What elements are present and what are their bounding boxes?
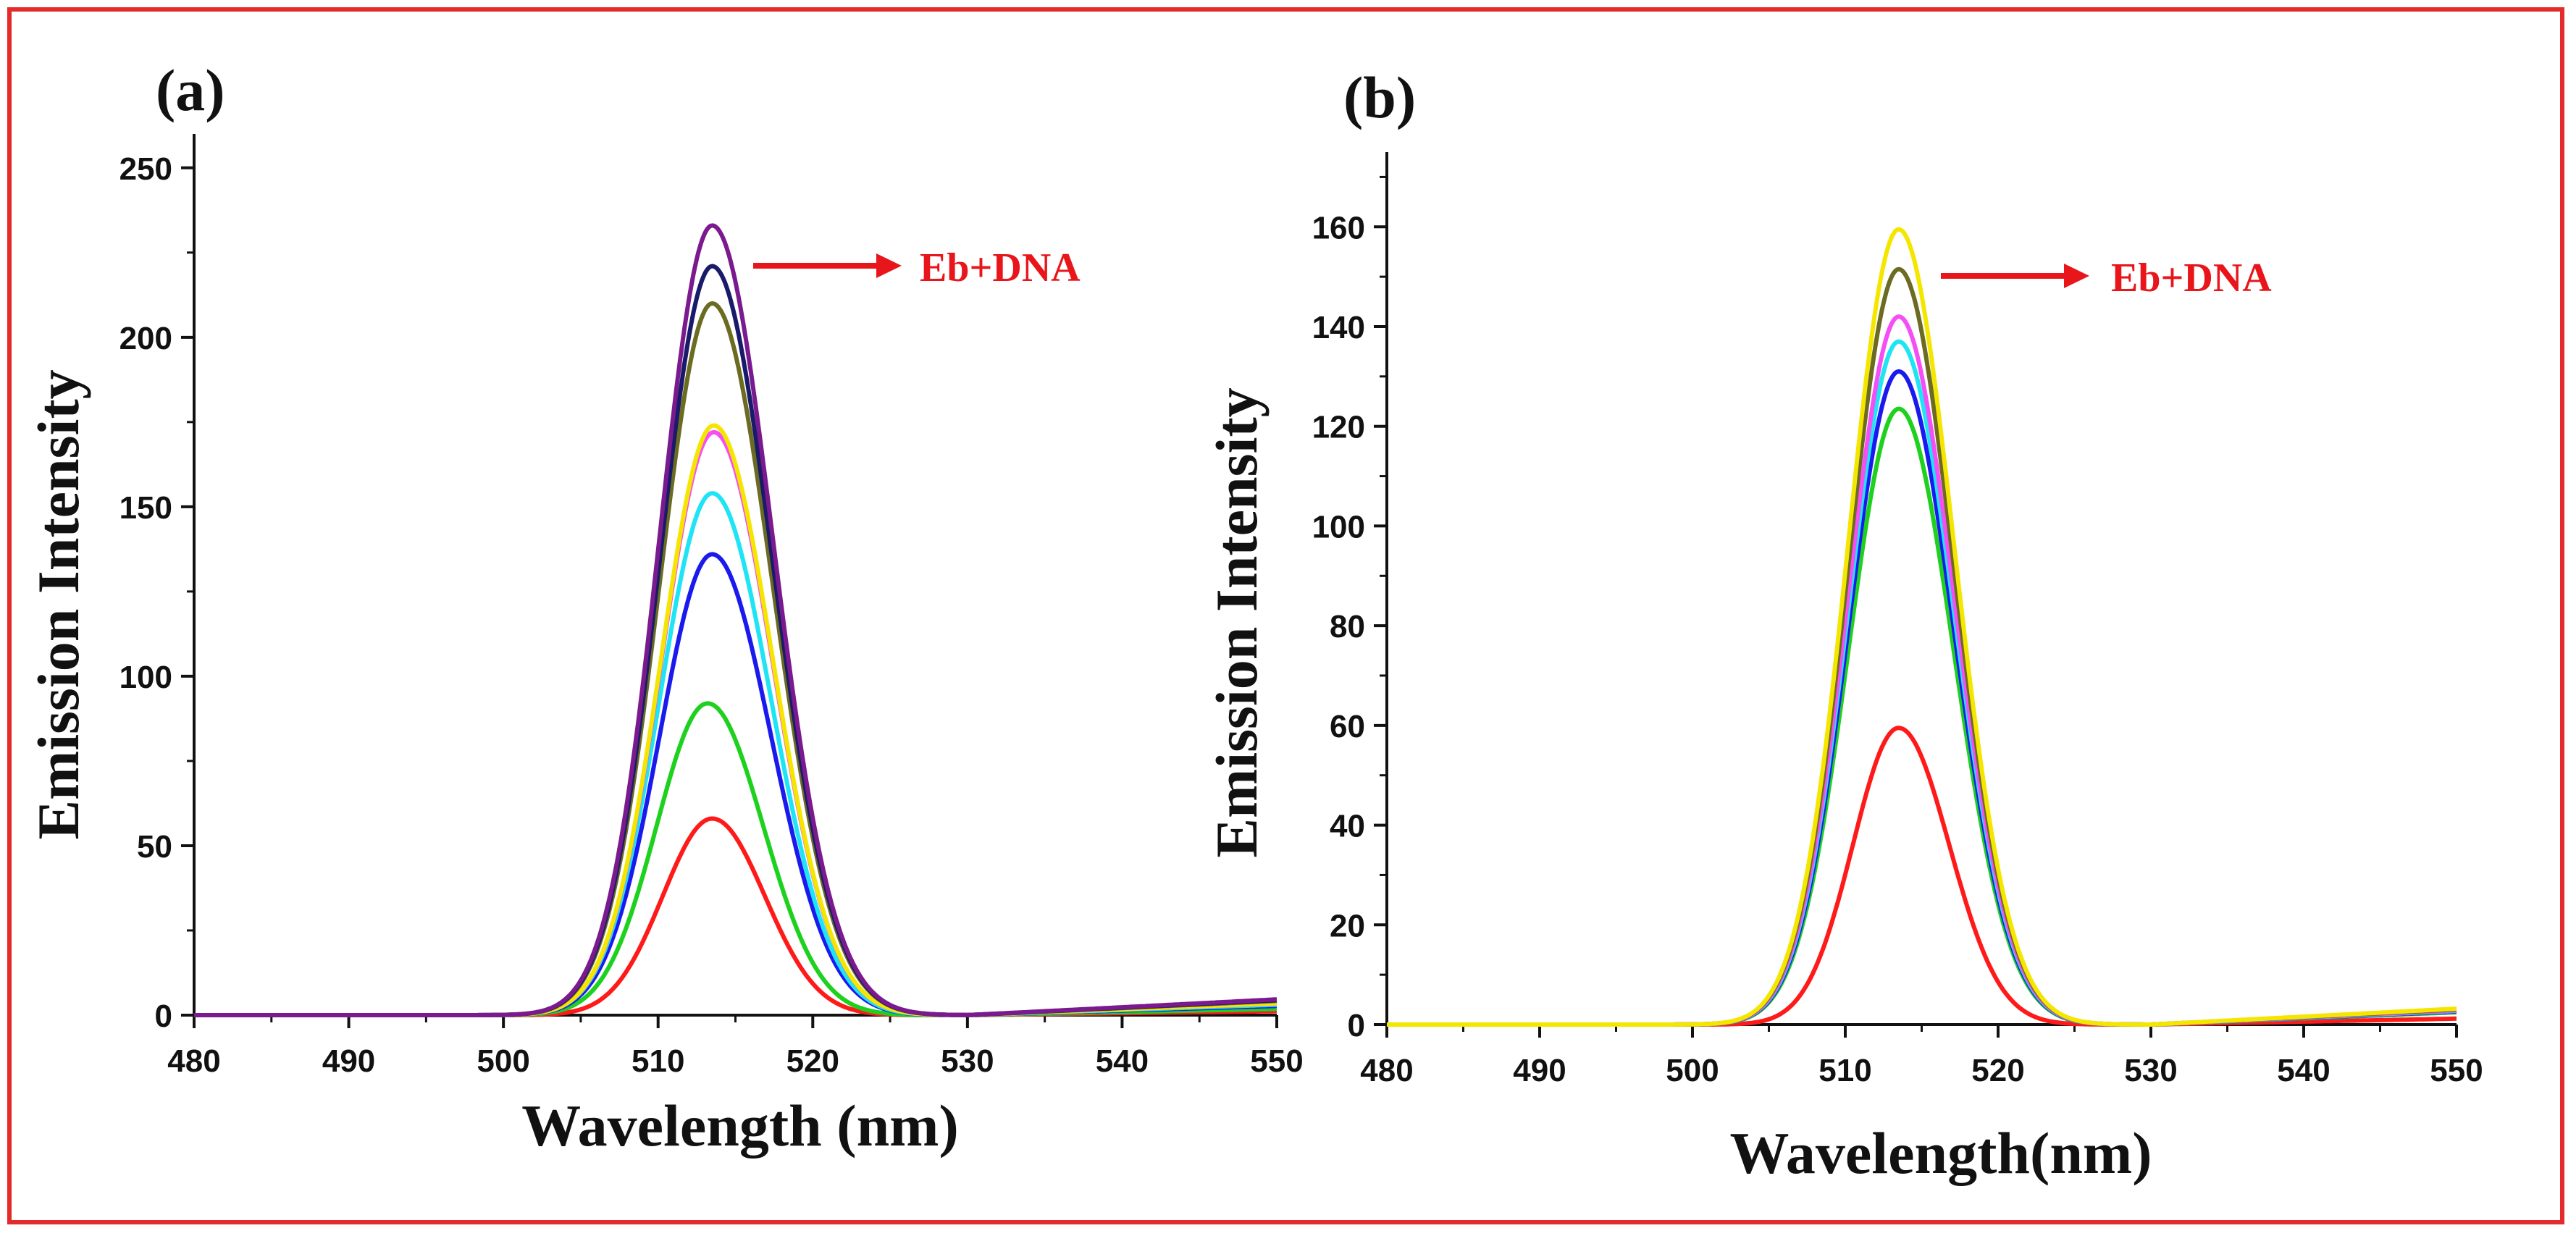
panel-b-y-tick-label: 40 (1330, 809, 1365, 844)
panel-a-y-tick-label: 200 (119, 321, 172, 356)
panel-b-series-yellow (1386, 227, 2457, 1027)
panel-b-y-tick-label: 20 (1330, 908, 1365, 943)
panel-b-x-tick-label: 480 (1360, 1053, 1413, 1088)
panel-b-series-red (1386, 726, 2457, 1027)
panel-a-series-olive (193, 301, 1277, 1017)
panel-b-series-green (1386, 406, 2457, 1027)
panel-b-y-tick-label: 0 (1348, 1008, 1365, 1043)
panel-a-series-red (193, 816, 1277, 1017)
panel-a-annotation-text: Eb+DNA (920, 245, 1081, 290)
panel-a-annotation-arrow-head (876, 253, 902, 278)
panel-a-y-tick-label: 50 (137, 829, 172, 865)
panel-b-x-tick-label: 520 (1971, 1053, 2024, 1088)
panel-b-x-tick-label: 550 (2430, 1053, 2483, 1088)
panel-b-y-tick-label: 120 (1312, 410, 1365, 445)
panel-a-series-purple (193, 223, 1277, 1017)
panel-a-y-tick-label: 150 (119, 490, 172, 526)
panel-b-x-tick-label: 510 (1818, 1053, 1871, 1088)
panel-a-series-green (193, 701, 1277, 1017)
panel-b-annotation: Eb+DNA (1941, 256, 2272, 300)
panel-a-annotation: Eb+DNA (753, 245, 1081, 290)
panel-b-y-tick-label: 100 (1312, 509, 1365, 545)
panel-b-x-tick-label: 540 (2277, 1053, 2330, 1088)
panel-a-x-tick-label: 510 (632, 1043, 684, 1079)
panel-b-label: (b) (1343, 64, 1416, 130)
figure-frame (7, 7, 2564, 1224)
panel-b-annotation-text: Eb+DNA (2111, 256, 2272, 300)
panel-a-x-axis-title: Wavelength (nm) (521, 1093, 959, 1159)
panel-b-y-tick-label: 140 (1312, 310, 1365, 345)
panel-a-y-tick-label: 100 (119, 660, 172, 695)
panel-b-y-tick-label: 80 (1330, 609, 1365, 644)
panel-b-x-tick-label: 490 (1513, 1053, 1566, 1088)
panel-a-series-yellow (193, 423, 1277, 1017)
panel-a-series-blue (193, 552, 1277, 1017)
panel-b-y-tick-label: 60 (1330, 709, 1365, 744)
panel-b-x-tick-label: 500 (1666, 1053, 1719, 1088)
panel-a-series-navy (193, 264, 1277, 1017)
panel-a-x-tick-label: 540 (1096, 1043, 1149, 1079)
panel-a-label: (a) (156, 57, 225, 123)
panel-a-series-cyan (193, 491, 1277, 1017)
panel-a-x-tick-label: 490 (322, 1043, 375, 1079)
panel-b-chart: (b) Wavelength(nm) Emission Intensity 48… (1204, 64, 2483, 1186)
panel-b-y-tick-label: 160 (1312, 210, 1365, 245)
panel-b-x-tick-label: 530 (2124, 1053, 2177, 1088)
panel-a-x-tick-label: 550 (1250, 1043, 1303, 1079)
panel-b-series-cyan (1386, 339, 2457, 1027)
panel-a-x-tick-label: 520 (786, 1043, 839, 1079)
panel-a-x-tick-label: 500 (477, 1043, 529, 1079)
panel-a-axes: 480 490 500 510 520 530 540 550 0 50 100 150 200 250 (119, 134, 1304, 1079)
panel-a-series-magenta (193, 429, 1277, 1017)
panel-a-y-tick-label: 250 (119, 151, 172, 187)
panel-a-curves (193, 223, 1277, 1017)
panel-a-x-tick-label: 530 (941, 1043, 994, 1079)
panel-b-x-axis-title: Wavelength(nm) (1729, 1120, 2152, 1186)
panel-b-curves (1386, 227, 2457, 1027)
panel-a-chart: (a) Wavelength (nm) Emission Intensity 4… (25, 57, 1304, 1159)
panel-b-y-axis-title: Emission Intensity (1204, 387, 1270, 857)
panel-a-x-tick-label: 480 (167, 1043, 220, 1079)
panel-a-y-axis-title: Emission Intensity (25, 369, 91, 839)
panel-b-annotation-arrow-head (2064, 264, 2089, 288)
panel-b-axes: 480 490 500 510 520 530 540 550 0 20 40 60 80 100 120 1… (1312, 152, 2483, 1088)
panel-a-y-tick-label: 0 (155, 999, 172, 1034)
